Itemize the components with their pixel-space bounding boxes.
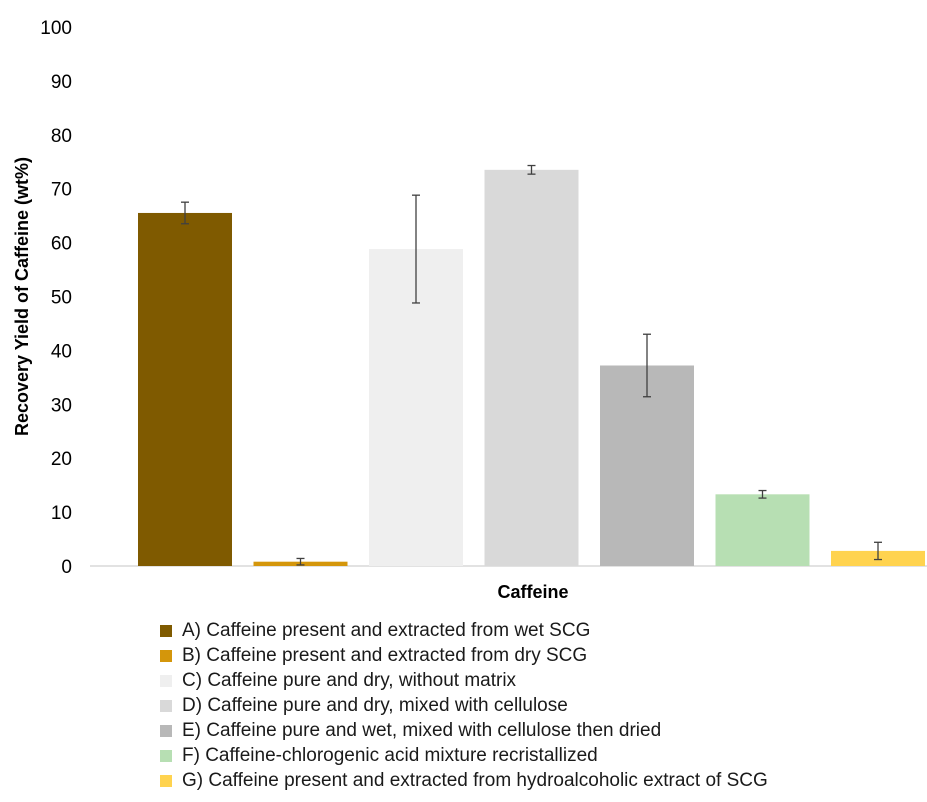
legend-item: C) Caffeine pure and dry, without matrix <box>160 668 768 693</box>
y-tick-label: 40 <box>51 341 72 362</box>
y-tick-label: 100 <box>40 18 72 39</box>
legend-label: D) Caffeine pure and dry, mixed with cel… <box>182 694 568 716</box>
y-tick-label: 10 <box>51 503 72 524</box>
bars-group <box>138 169 925 566</box>
legend-label: C) Caffeine pure and dry, without matrix <box>182 669 517 691</box>
legend-item: F) Caffeine-chlorogenic acid mixture rec… <box>160 743 768 768</box>
legend-label: E) Caffeine pure and wet, mixed with cel… <box>182 719 662 741</box>
bar-chart: 0 10 20 30 40 50 60 70 80 90 100 Recovery Yield of… <box>12 18 927 602</box>
legend-item: G) Caffeine present and extracted from h… <box>160 768 768 793</box>
y-tick-label: 30 <box>51 395 72 416</box>
legend-label: G) Caffeine present and extracted from h… <box>182 769 768 791</box>
error-bar <box>643 333 651 398</box>
legend-swatch <box>160 774 172 787</box>
error-bar <box>527 164 536 175</box>
error-bar <box>181 201 189 225</box>
legend-swatch <box>160 674 172 687</box>
y-axis-title: Recovery Yield of Caffeine (wt%) <box>12 157 32 436</box>
y-tick-label: 20 <box>51 449 72 470</box>
legend-item: A) Caffeine present and extracted from w… <box>160 618 768 643</box>
legend-label: B) Caffeine present and extracted from d… <box>182 644 588 666</box>
legend-label: A) Caffeine present and extracted from w… <box>182 619 591 641</box>
bar <box>600 365 694 566</box>
y-tick-label: 90 <box>51 72 72 93</box>
bar <box>484 169 579 566</box>
error-bar <box>874 541 882 561</box>
legend-swatch <box>160 649 172 662</box>
y-tick-label: 50 <box>51 288 72 309</box>
error-bar <box>412 194 420 304</box>
x-axis-title: Caffeine <box>497 582 568 602</box>
legend: A) Caffeine present and extracted from w… <box>160 618 768 793</box>
error-bar <box>758 489 767 499</box>
y-tick-label: 0 <box>61 557 72 578</box>
error-bar <box>296 557 305 566</box>
legend-swatch <box>160 724 172 737</box>
y-axis-ticks: 0 10 20 30 40 50 60 70 80 90 100 <box>40 18 72 578</box>
legend-swatch <box>160 749 172 762</box>
legend-label: F) Caffeine-chlorogenic acid mixture rec… <box>182 744 598 766</box>
legend-swatch <box>160 699 172 712</box>
bar <box>138 212 232 566</box>
legend-item: B) Caffeine present and extracted from d… <box>160 643 768 668</box>
legend-item: D) Caffeine pure and dry, mixed with cel… <box>160 693 768 718</box>
y-tick-label: 60 <box>51 234 72 255</box>
legend-swatch <box>160 624 172 637</box>
error-bars-group <box>181 164 882 566</box>
y-tick-label: 70 <box>51 180 72 201</box>
bar <box>715 494 810 566</box>
legend-item: E) Caffeine pure and wet, mixed with cel… <box>160 718 768 743</box>
y-tick-label: 80 <box>51 126 72 147</box>
